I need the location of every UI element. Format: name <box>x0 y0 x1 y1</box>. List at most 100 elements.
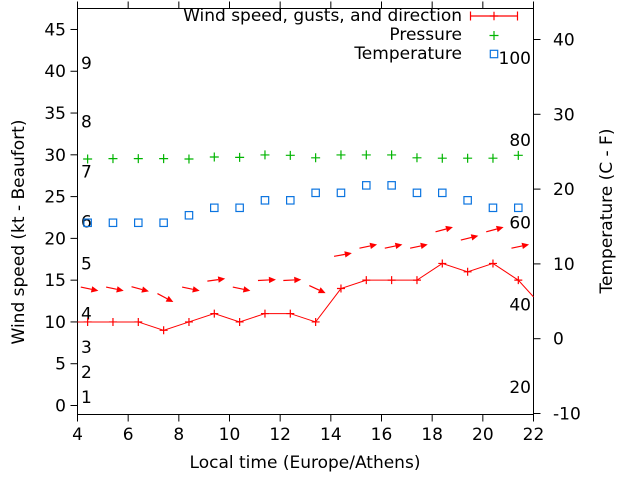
y-left-tick-label: 15 <box>44 271 66 291</box>
gust-arrow <box>257 276 276 284</box>
y-right-tick-label: 40 <box>553 30 575 50</box>
wind-point <box>159 326 168 335</box>
beaufort-label: 4 <box>81 305 92 325</box>
temperature-point <box>311 188 320 198</box>
pressure-point <box>108 154 118 164</box>
pressure-scale-label: 80 <box>509 131 531 151</box>
gust-arrow <box>105 286 124 293</box>
gust-arrow <box>435 225 453 233</box>
temperature-point <box>134 218 143 228</box>
temperature-point <box>235 203 244 213</box>
y-left-tick-label: 25 <box>44 188 66 208</box>
y-left-tick-label: 45 <box>44 20 66 40</box>
y-left-tick-label: 35 <box>44 104 66 124</box>
pressure-scale-label: 60 <box>509 213 531 233</box>
pressure-point <box>361 150 371 160</box>
beaufort-label: 2 <box>81 363 92 383</box>
gust-arrow <box>486 225 504 233</box>
temperature-point <box>210 203 219 213</box>
pressure-point <box>83 154 93 164</box>
x-tick-label: 6 <box>123 425 134 445</box>
legend-temperature-sample <box>489 49 499 59</box>
y-left-axis-label: Wind speed (kt - Beaufort) <box>9 119 29 345</box>
beaufort-label: 6 <box>81 213 92 233</box>
gust-arrow <box>181 286 200 293</box>
gust-arrow <box>409 242 428 250</box>
y-left-tick-label: 20 <box>44 229 66 249</box>
wind-point <box>210 309 219 318</box>
wind-speed-line <box>77 262 534 331</box>
temperature-point <box>336 188 346 198</box>
wind-point <box>260 309 269 318</box>
pressure-point <box>463 153 473 163</box>
temperature-point <box>159 218 168 228</box>
wind-point <box>488 259 497 268</box>
pressure-point <box>209 152 219 162</box>
legend-pressure-label: Pressure <box>389 25 462 45</box>
y-left-tick-label: 0 <box>55 396 66 416</box>
temperature-point <box>286 196 295 205</box>
gust-arrow <box>384 242 403 250</box>
wind-point <box>463 267 472 276</box>
x-tick-label: 18 <box>421 425 443 445</box>
x-tick-label: 20 <box>472 425 494 445</box>
wind-point <box>184 317 193 326</box>
wind-point <box>412 276 421 285</box>
temperature-point <box>260 196 270 205</box>
pressure-point <box>488 153 498 163</box>
pressure-scale-label: 20 <box>509 378 531 398</box>
pressure-point <box>336 150 346 160</box>
wind-point <box>387 276 396 285</box>
y-right-tick-label: 30 <box>553 105 575 125</box>
x-tick-label: 22 <box>523 425 545 445</box>
temperature-point <box>184 210 194 220</box>
legend-wind-sample-plus <box>489 11 499 21</box>
y-left-tick-label: 5 <box>55 355 66 375</box>
gust-arrow <box>333 251 352 258</box>
y-right-tick-label: 10 <box>553 255 575 275</box>
beaufort-label: 9 <box>81 54 92 74</box>
x-axis-label: Local time (Europe/Athens) <box>189 453 421 473</box>
pressure-point <box>235 152 245 162</box>
pressure-point <box>285 150 295 160</box>
temperature-point <box>438 188 447 198</box>
temperature-point <box>488 203 498 213</box>
temperature-point <box>387 181 396 190</box>
pressure-point <box>184 154 194 164</box>
gust-arrow <box>283 276 302 284</box>
pressure-point <box>311 153 321 163</box>
wind-point <box>108 317 117 326</box>
legend-wind-label: Wind speed, gusts, and direction <box>183 6 462 26</box>
gust-arrow <box>80 286 99 293</box>
y-right-tick-label: 20 <box>553 180 575 200</box>
pressure-point <box>387 150 397 160</box>
x-tick-label: 8 <box>173 425 184 445</box>
pressure-point <box>437 153 447 163</box>
x-tick-label: 10 <box>219 425 241 445</box>
y-right-tick-label: 0 <box>553 330 564 350</box>
gust-arrow <box>131 286 149 293</box>
beaufort-label: 8 <box>81 112 92 132</box>
wind-point <box>514 276 523 285</box>
legend-pressure-sample <box>489 31 499 40</box>
gust-arrow <box>309 285 326 294</box>
pressure-point <box>513 150 523 160</box>
gust-arrow <box>207 276 226 283</box>
pressure-point <box>133 154 143 164</box>
gust-arrow <box>460 234 479 241</box>
pressure-point <box>260 150 270 160</box>
pressure-scale-label: 40 <box>509 296 531 316</box>
temperature-point <box>463 196 472 205</box>
wind-point <box>83 317 92 326</box>
gust-arrow <box>232 286 251 293</box>
plot-border <box>77 8 534 415</box>
y-left-tick-label: 30 <box>44 146 66 166</box>
temperature-point <box>513 203 523 213</box>
y-left-tick-label: 10 <box>44 313 66 333</box>
pressure-point <box>159 154 169 164</box>
beaufort-label: 5 <box>81 254 92 274</box>
beaufort-label: 7 <box>81 162 92 182</box>
temperature-point <box>83 218 92 228</box>
temperature-point <box>362 181 371 190</box>
